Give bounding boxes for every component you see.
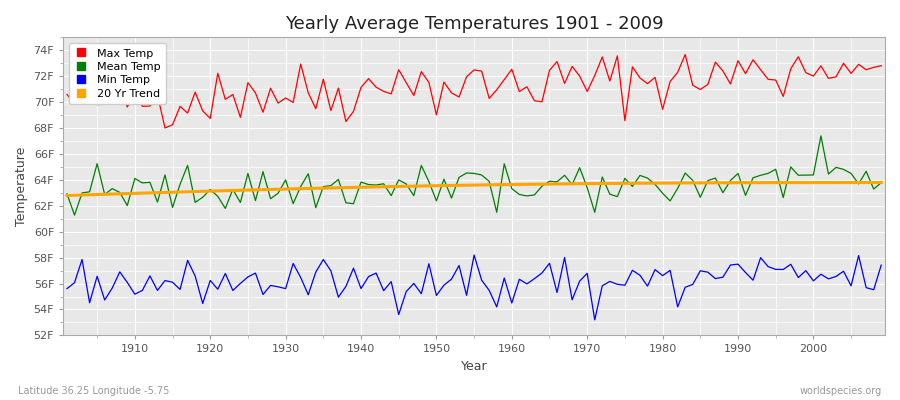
20 Yr Trend	[507, 182, 517, 187]
Min Temp	[122, 280, 132, 285]
Min Temp	[333, 295, 344, 300]
Max Temp	[61, 92, 72, 97]
Min Temp	[590, 318, 600, 322]
Mean Temp	[514, 192, 525, 197]
Min Temp	[612, 282, 623, 287]
Min Temp	[876, 263, 886, 268]
Line: Max Temp: Max Temp	[67, 54, 881, 128]
Max Temp	[122, 105, 132, 110]
Line: Min Temp: Min Temp	[67, 255, 881, 320]
Max Temp	[514, 89, 525, 94]
Max Temp	[295, 62, 306, 66]
Max Temp	[159, 126, 170, 130]
20 Yr Trend	[876, 180, 886, 185]
Title: Yearly Average Temperatures 1901 - 2009: Yearly Average Temperatures 1901 - 2009	[284, 15, 663, 33]
Min Temp	[514, 277, 525, 282]
Max Temp	[507, 67, 517, 72]
Mean Temp	[130, 176, 140, 181]
Min Temp	[469, 253, 480, 258]
Mean Temp	[605, 192, 616, 197]
Max Temp	[605, 79, 616, 84]
20 Yr Trend	[499, 182, 509, 187]
X-axis label: Year: Year	[461, 360, 488, 373]
Text: worldspecies.org: worldspecies.org	[800, 386, 882, 396]
Legend: Max Temp, Mean Temp, Min Temp, 20 Yr Trend: Max Temp, Mean Temp, Min Temp, 20 Yr Tre…	[68, 43, 166, 104]
20 Yr Trend	[333, 185, 344, 190]
Mean Temp	[876, 180, 886, 185]
Text: Latitude 36.25 Longitude -5.75: Latitude 36.25 Longitude -5.75	[18, 386, 169, 396]
Min Temp	[61, 286, 72, 291]
Min Temp	[288, 261, 299, 266]
Mean Temp	[815, 134, 826, 138]
Mean Temp	[507, 186, 517, 191]
20 Yr Trend	[288, 186, 299, 191]
20 Yr Trend	[122, 191, 132, 196]
Mean Temp	[69, 213, 80, 218]
20 Yr Trend	[61, 193, 72, 198]
Y-axis label: Temperature: Temperature	[15, 147, 28, 226]
Line: Mean Temp: Mean Temp	[67, 136, 881, 215]
Max Temp	[340, 119, 351, 124]
Mean Temp	[340, 200, 351, 205]
Max Temp	[680, 52, 690, 57]
Min Temp	[507, 301, 517, 306]
Mean Temp	[61, 191, 72, 196]
Mean Temp	[295, 184, 306, 189]
Max Temp	[876, 63, 886, 68]
Line: 20 Yr Trend: 20 Yr Trend	[67, 182, 881, 196]
20 Yr Trend	[597, 181, 608, 186]
